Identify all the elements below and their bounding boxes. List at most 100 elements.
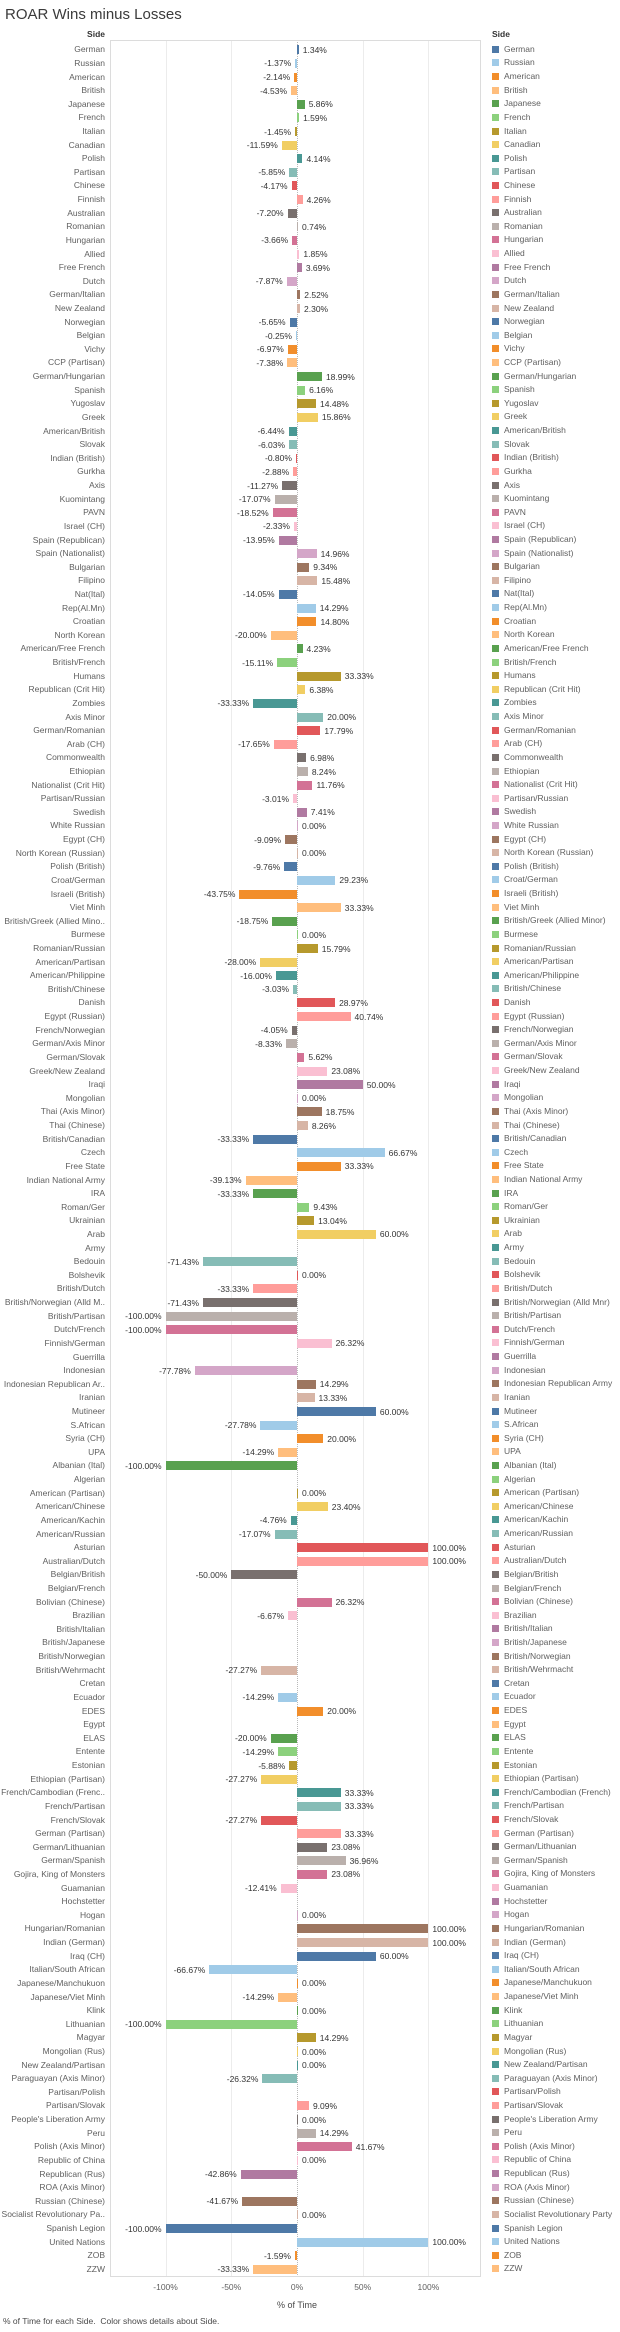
bar[interactable] [281, 140, 297, 150]
legend-swatch[interactable] [492, 985, 499, 993]
row-label[interactable]: Spain (Nationalist) [35, 548, 105, 559]
row-label[interactable]: American/Partisan [35, 956, 105, 967]
legend-swatch[interactable] [492, 821, 499, 829]
bar[interactable] [297, 875, 336, 885]
legend-swatch[interactable] [492, 1094, 499, 1102]
row-label[interactable]: Romanian/Russian [33, 943, 105, 954]
bar[interactable] [165, 1311, 297, 1321]
row-label[interactable]: British/Canadian [42, 1133, 105, 1144]
bar[interactable] [284, 862, 297, 872]
legend-swatch[interactable] [492, 413, 499, 421]
legend-swatch[interactable] [492, 1244, 499, 1252]
bar[interactable] [289, 1761, 297, 1771]
row-label[interactable]: White Russian [50, 820, 105, 831]
legend-swatch[interactable] [492, 522, 499, 530]
bar[interactable] [297, 1488, 298, 1498]
legend-swatch[interactable] [492, 2156, 499, 2164]
legend-swatch[interactable] [492, 604, 499, 612]
bar[interactable] [297, 576, 318, 586]
legend-swatch[interactable] [492, 2047, 499, 2055]
legend-swatch[interactable] [492, 1353, 499, 1361]
legend-swatch[interactable] [492, 277, 499, 285]
bar[interactable] [295, 453, 297, 463]
legend-swatch[interactable] [492, 508, 499, 516]
legend-swatch[interactable] [492, 59, 499, 67]
bar[interactable] [297, 385, 306, 395]
legend-swatch[interactable] [492, 358, 499, 366]
row-label[interactable]: Hochstetter [61, 1896, 105, 1907]
legend-swatch[interactable] [492, 1325, 499, 1333]
bar[interactable] [297, 930, 298, 940]
bar[interactable] [297, 671, 341, 681]
bar[interactable] [274, 1529, 297, 1539]
row-label[interactable]: United Nations [49, 2236, 105, 2247]
legend-swatch[interactable] [492, 495, 499, 503]
legend-swatch[interactable] [492, 331, 499, 339]
bar[interactable] [297, 644, 303, 654]
row-label[interactable]: German/Hungarian [32, 371, 105, 382]
legend-swatch[interactable] [492, 2224, 499, 2232]
legend-swatch[interactable] [492, 1870, 499, 1878]
legend-swatch[interactable] [492, 1257, 499, 1265]
row-label[interactable]: Humans [73, 670, 105, 681]
legend-swatch[interactable] [492, 1271, 499, 1279]
row-label[interactable]: Croat/German [51, 874, 105, 885]
row-label[interactable]: Klink [86, 2005, 105, 2016]
legend-swatch[interactable] [492, 2033, 499, 2041]
row-label[interactable]: CCP (Partisan) [48, 357, 105, 368]
legend-swatch[interactable] [492, 1067, 499, 1075]
bar[interactable] [286, 276, 297, 286]
legend-swatch[interactable] [492, 2251, 499, 2259]
bar[interactable] [203, 1257, 297, 1267]
row-label[interactable]: German [74, 44, 105, 55]
legend-swatch[interactable] [492, 1843, 499, 1851]
bar[interactable] [297, 1597, 332, 1607]
row-label[interactable]: Japanese [68, 98, 105, 109]
row-label[interactable]: British/Wehrmacht [35, 1664, 105, 1675]
legend-swatch[interactable] [492, 236, 499, 244]
row-label[interactable]: Viet Minh [69, 902, 105, 913]
legend-swatch[interactable] [492, 1039, 499, 1047]
bar[interactable] [297, 1393, 315, 1403]
row-label[interactable]: Spain (Republican) [32, 534, 105, 545]
row-label[interactable]: North Korean (Russian) [15, 847, 105, 858]
bar[interactable] [274, 494, 297, 504]
bar[interactable] [286, 1039, 297, 1049]
row-label[interactable]: Gojira, King of Monsters [13, 1868, 105, 1879]
row-label[interactable]: Danish [78, 997, 105, 1008]
legend-swatch[interactable] [492, 304, 499, 312]
bar[interactable] [297, 903, 341, 913]
row-label[interactable]: Ethiopian [69, 766, 105, 776]
row-label[interactable]: Finnish [77, 194, 105, 205]
row-label[interactable]: Croatian [72, 616, 105, 627]
row-label[interactable]: EDES [81, 1705, 105, 1716]
bar[interactable] [240, 2169, 297, 2179]
legend-swatch[interactable] [492, 1884, 499, 1892]
bar[interactable] [297, 1951, 376, 1961]
row-label[interactable]: Norwegian [64, 316, 105, 327]
row-label[interactable]: Free French [58, 262, 105, 273]
row-label[interactable]: Nat(Ital) [74, 588, 105, 599]
row-label[interactable]: Iraq (CH) [70, 1950, 105, 1961]
bar[interactable] [297, 2101, 309, 2111]
bar[interactable] [242, 2196, 297, 2206]
bar[interactable] [270, 1733, 297, 1743]
row-label[interactable]: Polish (Axis Minor) [34, 2141, 105, 2152]
bar[interactable] [297, 1216, 315, 1226]
row-label[interactable]: New Zealand [54, 303, 105, 314]
row-label[interactable]: Italian [82, 126, 105, 136]
row-label[interactable]: Peru [87, 2127, 105, 2138]
bar[interactable] [297, 685, 306, 695]
bar[interactable] [278, 1747, 297, 1757]
legend-swatch[interactable] [492, 1053, 499, 1061]
bar[interactable] [297, 562, 310, 572]
legend-swatch[interactable] [492, 862, 499, 870]
legend-swatch[interactable] [492, 1407, 499, 1415]
row-label[interactable]: IRA [90, 1188, 105, 1199]
bar[interactable] [297, 1121, 308, 1131]
row-label[interactable]: Hogan [79, 1909, 105, 1920]
row-label[interactable]: Hungarian [65, 234, 105, 245]
bar[interactable] [295, 58, 297, 68]
bar[interactable] [293, 467, 297, 477]
legend-swatch[interactable] [492, 1993, 499, 2001]
